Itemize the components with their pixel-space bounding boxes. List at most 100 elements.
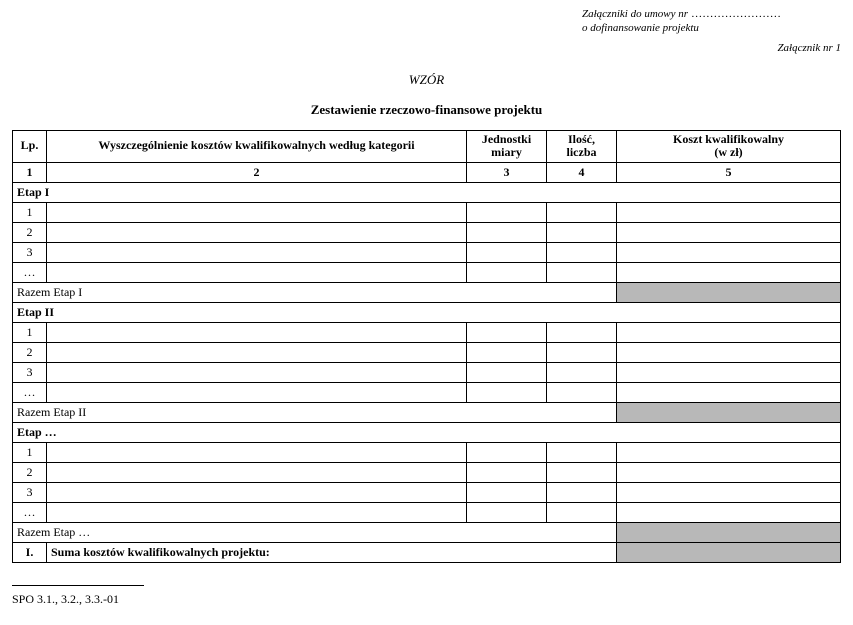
row-cell xyxy=(47,483,467,503)
row-cell xyxy=(547,243,617,263)
row-lp: 2 xyxy=(13,343,47,363)
row-cell xyxy=(467,363,547,383)
row-cell xyxy=(547,463,617,483)
row-cell xyxy=(617,503,841,523)
footer-code: SPO 3.1., 3.2., 3.3.-01 xyxy=(12,592,841,607)
stage-header-row: Etap I xyxy=(13,183,841,203)
row-cell xyxy=(47,503,467,523)
row-lp: 3 xyxy=(13,363,47,383)
row-cell xyxy=(47,363,467,383)
stage-total-label: Razem Etap II xyxy=(13,403,617,423)
row-cell xyxy=(547,383,617,403)
finance-table: Lp. Wyszczególnienie kosztów kwalifikowa… xyxy=(12,130,841,564)
col-header-cost-l1: Koszt kwalifikowalny xyxy=(673,132,784,146)
header-right: Załączniki do umowy nr .................… xyxy=(582,8,841,36)
row-lp: 3 xyxy=(13,243,47,263)
row-cell xyxy=(617,443,841,463)
table-header-row: Lp. Wyszczególnienie kosztów kwalifikowa… xyxy=(13,130,841,163)
table-row: … xyxy=(13,503,841,523)
row-cell xyxy=(47,223,467,243)
row-cell xyxy=(467,383,547,403)
row-cell xyxy=(47,443,467,463)
row-cell xyxy=(617,243,841,263)
row-cell xyxy=(47,203,467,223)
stage-total-row: Razem Etap I xyxy=(13,283,841,303)
row-cell xyxy=(547,343,617,363)
row-cell xyxy=(617,383,841,403)
row-cell xyxy=(617,263,841,283)
col-header-unit-l2: miary xyxy=(491,145,522,159)
document-title: Zestawienie rzeczowo-finansowe projektu xyxy=(12,102,841,118)
table-row: 3 xyxy=(13,363,841,383)
row-cell xyxy=(467,323,547,343)
sum-row-cost xyxy=(617,543,841,563)
row-cell xyxy=(467,443,547,463)
colnum-1: 1 xyxy=(13,163,47,183)
colnum-4: 4 xyxy=(547,163,617,183)
row-lp: 1 xyxy=(13,203,47,223)
wzor-label: WZÓR xyxy=(12,72,841,88)
stage-total-label: Razem Etap … xyxy=(13,523,617,543)
stage-total-row: Razem Etap … xyxy=(13,523,841,543)
sum-row-num: I. xyxy=(13,543,47,563)
row-cell xyxy=(47,463,467,483)
col-header-unit: Jednostki miary xyxy=(467,130,547,163)
colnum-5: 5 xyxy=(617,163,841,183)
stage-header: Etap … xyxy=(13,423,841,443)
table-row: 1 xyxy=(13,443,841,463)
row-cell xyxy=(47,383,467,403)
row-cell xyxy=(617,203,841,223)
stage-header: Etap II xyxy=(13,303,841,323)
row-cell xyxy=(47,323,467,343)
row-cell xyxy=(467,243,547,263)
stage-total-cost xyxy=(617,403,841,423)
col-header-qty: Ilość, liczba xyxy=(547,130,617,163)
row-cell xyxy=(467,263,547,283)
col-header-cost: Koszt kwalifikowalny (w zł) xyxy=(617,130,841,163)
row-cell xyxy=(547,443,617,463)
col-header-unit-l1: Jednostki xyxy=(482,132,531,146)
table-row: 3 xyxy=(13,243,841,263)
colnum-3: 3 xyxy=(467,163,547,183)
row-cell xyxy=(617,223,841,243)
sum-row-label: Suma kosztów kwalifikowalnych projektu: xyxy=(47,543,617,563)
row-cell xyxy=(617,323,841,343)
attachment-number: Załącznik nr 1 xyxy=(12,42,841,54)
table-colnum-row: 1 2 3 4 5 xyxy=(13,163,841,183)
stage-total-label: Razem Etap I xyxy=(13,283,617,303)
row-cell xyxy=(467,343,547,363)
row-cell xyxy=(617,463,841,483)
row-cell xyxy=(467,503,547,523)
sum-row: I. Suma kosztów kwalifikowalnych projekt… xyxy=(13,543,841,563)
row-cell xyxy=(547,483,617,503)
table-row: … xyxy=(13,383,841,403)
page: Załączniki do umowy nr .................… xyxy=(0,0,853,607)
row-lp: 3 xyxy=(13,483,47,503)
row-cell xyxy=(47,343,467,363)
table-row: 2 xyxy=(13,223,841,243)
col-header-lp: Lp. xyxy=(13,130,47,163)
stage-total-cost xyxy=(617,523,841,543)
row-cell xyxy=(547,203,617,223)
col-header-qty-l2: liczba xyxy=(567,145,597,159)
row-lp: … xyxy=(13,263,47,283)
col-header-cost-l2: (w zł) xyxy=(714,145,742,159)
row-cell xyxy=(547,323,617,343)
stage-header: Etap I xyxy=(13,183,841,203)
table-row: 2 xyxy=(13,343,841,363)
row-cell xyxy=(617,483,841,503)
row-cell xyxy=(467,463,547,483)
row-cell xyxy=(547,363,617,383)
row-cell xyxy=(47,243,467,263)
table-row: 3 xyxy=(13,483,841,503)
row-lp: 1 xyxy=(13,323,47,343)
stage-total-cost xyxy=(617,283,841,303)
row-cell xyxy=(547,503,617,523)
table-row: … xyxy=(13,263,841,283)
row-cell xyxy=(467,223,547,243)
stage-header-row: Etap II xyxy=(13,303,841,323)
row-cell xyxy=(47,263,467,283)
row-cell xyxy=(547,263,617,283)
row-cell xyxy=(617,343,841,363)
header-line2: o dofinansowanie projektu xyxy=(582,22,699,34)
